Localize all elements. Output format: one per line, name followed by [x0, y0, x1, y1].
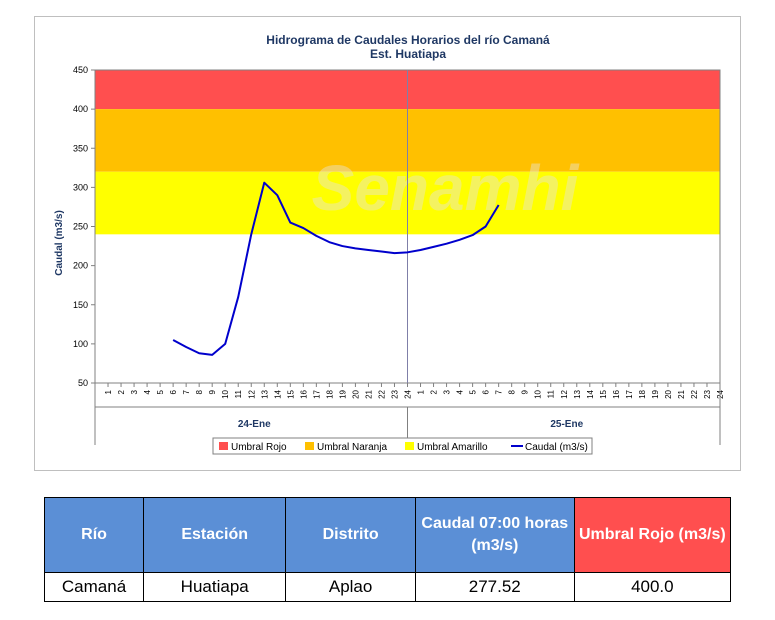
x-tick-label-14: 15 [286, 389, 295, 398]
x-tick-label-23: 24 [404, 389, 413, 398]
chart-svg: Hidrograma de Caudales Horarios del río … [54, 33, 725, 455]
x-tick-label-6: 7 [182, 389, 191, 394]
x-tick-label-25: 2 [430, 389, 439, 394]
x-tick-label-33: 10 [534, 389, 543, 398]
y-tick-label-2: 150 [73, 300, 88, 310]
x-tick-label-0: 1 [104, 389, 113, 394]
x-tick-label-42: 19 [651, 389, 660, 398]
legend-label-2: Umbral Amarillo [417, 442, 488, 453]
chart-title: Hidrograma de Caudales Horarios del río … [266, 33, 550, 47]
cell-estacion: Huatiapa [143, 572, 287, 602]
x-tick-label-38: 15 [599, 389, 608, 398]
x-tick-label-4: 5 [156, 389, 165, 394]
y-tick-label-3: 200 [73, 261, 88, 271]
x-tick-label-35: 12 [560, 389, 569, 398]
x-tick-label-22: 23 [390, 389, 399, 398]
hydrograph-chart: Hidrograma de Caudales Horarios del río … [34, 16, 741, 471]
watermark-text: Senamhi [312, 152, 580, 224]
cell-rio: Camaná [43, 572, 145, 602]
y-tick-label-1: 100 [73, 339, 88, 349]
cell-distrito: Aplao [285, 572, 416, 602]
x-tick-label-18: 19 [338, 389, 347, 398]
header-distrito: Distrito [285, 497, 416, 573]
header-rio: Río [43, 497, 145, 573]
x-tick-label-28: 5 [469, 389, 478, 394]
x-tick-label-45: 22 [690, 389, 699, 398]
x-tick-label-9: 10 [221, 389, 230, 398]
x-tick-label-39: 16 [612, 389, 621, 398]
x-tick-label-5: 6 [169, 389, 178, 394]
x-tick-label-26: 3 [443, 389, 452, 394]
x-tick-label-10: 11 [234, 389, 243, 398]
day-label-0: 24-Ene [238, 419, 271, 430]
summary-table: Río Estación Distrito Caudal 07:00 horas… [43, 497, 732, 602]
x-tick-label-8: 9 [208, 389, 217, 394]
y-tick-label-8: 450 [73, 65, 88, 75]
x-tick-label-13: 14 [273, 389, 282, 398]
x-tick-label-3: 4 [143, 389, 152, 394]
x-tick-label-7: 8 [195, 389, 204, 394]
x-tick-label-12: 13 [260, 389, 269, 398]
header-estacion: Estación [143, 497, 287, 573]
x-tick-label-44: 21 [677, 389, 686, 398]
x-tick-label-31: 8 [508, 389, 517, 394]
y-tick-label-6: 350 [73, 143, 88, 153]
x-tick-label-11: 12 [247, 389, 256, 398]
legend-label-3: Caudal (m3/s) [525, 442, 588, 453]
x-tick-label-34: 11 [547, 389, 556, 398]
x-tick-label-17: 18 [325, 389, 334, 398]
legend-label-1: Umbral Naranja [317, 442, 387, 453]
legend-label-0: Umbral Rojo [231, 442, 287, 453]
x-tick-label-16: 17 [312, 389, 321, 398]
y-tick-label-7: 400 [73, 104, 88, 114]
table-row: Camaná Huatiapa Aplao 277.52 400.0 [43, 572, 732, 602]
y-tick-label-4: 250 [73, 222, 88, 232]
x-tick-label-46: 23 [703, 389, 712, 398]
chart-subtitle: Est. Huatiapa [370, 47, 446, 61]
x-tick-label-15: 16 [299, 389, 308, 398]
legend-swatch-1 [305, 442, 314, 450]
x-tick-label-20: 21 [364, 389, 373, 398]
y-axis-label: Caudal (m3/s) [54, 210, 65, 276]
y-tick-label-0: 50 [78, 378, 88, 388]
legend-swatch-0 [219, 442, 228, 450]
x-tick-label-41: 18 [638, 389, 647, 398]
x-tick-label-24: 1 [417, 389, 426, 394]
y-tick-label-5: 300 [73, 182, 88, 192]
legend-swatch-2 [405, 442, 414, 450]
x-tick-label-2: 3 [130, 389, 139, 394]
series-line-0 [172, 181, 500, 356]
cell-umbral-rojo: 400.0 [573, 572, 732, 602]
cell-caudal: 277.52 [414, 572, 575, 602]
x-tick-label-40: 17 [625, 389, 634, 398]
x-tick-label-1: 2 [117, 389, 126, 394]
x-tick-label-21: 22 [377, 389, 386, 398]
x-tick-label-32: 9 [521, 389, 530, 394]
header-umbral-rojo: Umbral Rojo (m3/s) [573, 497, 732, 573]
x-tick-label-36: 13 [573, 389, 582, 398]
x-tick-label-43: 20 [664, 389, 673, 398]
table-header-row: Río Estación Distrito Caudal 07:00 horas… [43, 497, 732, 573]
x-tick-label-30: 7 [495, 389, 504, 394]
day-label-1: 25-Ene [550, 419, 583, 430]
x-tick-label-37: 14 [586, 389, 595, 398]
header-caudal: Caudal 07:00 horas (m3/s) [414, 497, 575, 573]
x-tick-label-29: 6 [482, 389, 491, 394]
x-tick-label-27: 4 [456, 389, 465, 394]
x-tick-label-19: 20 [351, 389, 360, 398]
